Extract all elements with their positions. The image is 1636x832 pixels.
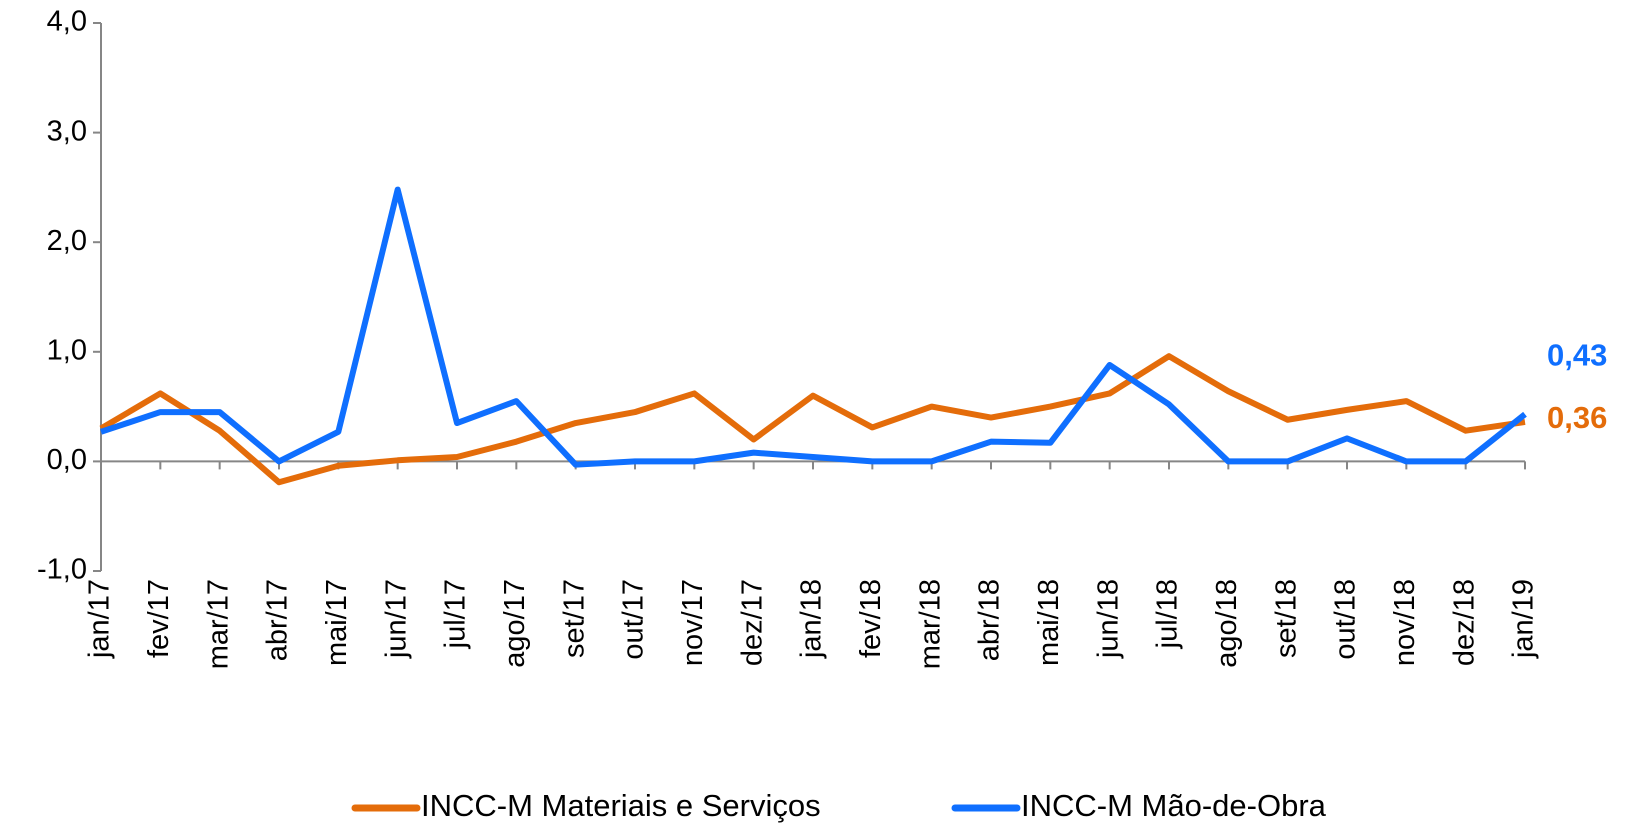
y-tick-label: -1,0 [37,554,87,586]
value-label: 0,43 [1547,337,1607,372]
x-tick-label: out/18 [1330,579,1362,660]
x-tick-label: fev/18 [855,579,887,658]
y-tick-label: 1,0 [47,334,87,366]
x-tick-label: dez/17 [736,579,768,666]
x-tick-label: jan/17 [84,579,116,659]
y-tick-label: 4,0 [47,6,87,38]
x-tick-label: jan/19 [1508,579,1540,659]
x-tick-label: nov/17 [677,579,709,666]
x-tick-label: mar/18 [914,579,946,669]
series-line [100,186,1527,468]
x-tick-label: set/17 [558,579,590,658]
y-tick-label: 3,0 [47,115,87,147]
x-tick-label: dez/18 [1448,579,1480,666]
x-tick-label: abr/17 [262,579,294,661]
legend-label: INCC-M Mão-de-Obra [1021,788,1327,823]
x-tick-label: mar/17 [202,579,234,669]
y-tick-label: 0,0 [47,444,87,476]
x-tick-label: ago/18 [1211,579,1243,668]
x-tick-label: jun/17 [380,579,412,659]
x-tick-label: mai/18 [1033,579,1065,666]
x-tick-label: fev/17 [143,579,175,658]
value-label: 0,36 [1547,400,1607,435]
x-tick-label: mai/17 [321,579,353,666]
x-tick-label: jun/18 [1092,579,1124,659]
x-tick-label: jul/17 [440,579,472,649]
x-tick-label: out/17 [618,579,650,660]
legend-label: INCC-M Materiais e Serviços [421,788,821,823]
series-line [99,353,1526,486]
x-tick-label: set/18 [1270,579,1302,658]
x-tick-label: jul/18 [1152,579,1184,649]
x-tick-label: abr/18 [974,579,1006,661]
x-tick-label: jan/18 [796,579,828,659]
x-tick-label: ago/17 [499,579,531,668]
y-tick-label: 2,0 [47,225,87,257]
x-tick-label: nov/18 [1389,579,1421,666]
